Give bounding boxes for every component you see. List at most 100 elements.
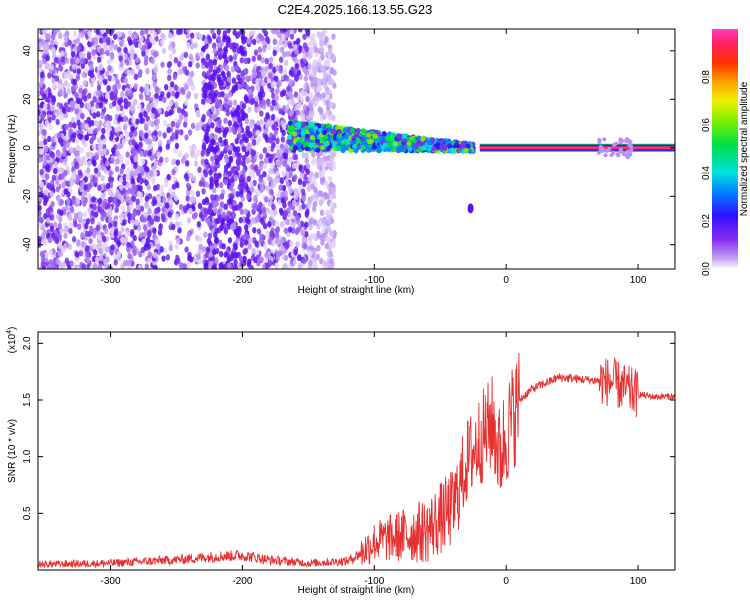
noise-cell xyxy=(219,201,225,208)
noise-cell xyxy=(84,134,90,141)
noise-cell xyxy=(93,249,98,256)
noise-cell xyxy=(308,249,313,257)
noise-cell xyxy=(226,262,232,269)
noise-cell xyxy=(167,211,173,218)
noise-cell xyxy=(75,137,80,145)
noise-cell xyxy=(136,176,141,183)
noise-cell xyxy=(325,60,331,68)
noise-cell xyxy=(98,75,103,83)
noise-cell xyxy=(113,230,118,238)
noise-cell xyxy=(273,129,278,136)
noise-cell xyxy=(162,132,167,139)
noise-cell xyxy=(125,151,130,158)
noise-cell xyxy=(182,121,188,128)
noise-cell xyxy=(285,75,290,82)
noise-cell xyxy=(155,215,161,223)
noise-cell xyxy=(151,135,157,142)
noise-cell xyxy=(211,74,216,82)
noise-cell xyxy=(261,46,267,53)
noise-cell xyxy=(220,217,226,225)
noise-cell xyxy=(155,238,160,245)
signal-cell xyxy=(292,131,298,137)
noise-cell xyxy=(217,49,222,57)
noise-cell xyxy=(205,135,210,143)
noise-cell xyxy=(97,197,103,205)
noise-cell xyxy=(76,239,81,246)
noise-cell xyxy=(185,29,191,34)
noise-cell xyxy=(247,142,252,149)
noise-cell xyxy=(180,87,185,94)
noise-cell xyxy=(52,234,57,242)
noise-cell xyxy=(269,104,275,112)
noise-cell xyxy=(184,173,189,180)
noise-cell xyxy=(283,190,288,197)
noise-cell xyxy=(217,118,222,126)
noise-cell xyxy=(243,232,249,239)
noise-cell xyxy=(301,203,306,210)
noise-cell xyxy=(119,90,125,98)
noise-cell xyxy=(107,64,112,72)
noise-cell xyxy=(269,230,274,237)
signal-cell xyxy=(288,125,294,132)
noise-cell xyxy=(287,90,292,98)
noise-cell xyxy=(153,51,158,58)
noise-cell xyxy=(76,119,81,126)
noise-cell xyxy=(152,73,157,81)
noise-cell xyxy=(188,53,193,61)
signal-cell xyxy=(382,142,388,148)
noise-cell xyxy=(67,243,73,251)
noise-cell xyxy=(106,202,111,209)
noise-cell xyxy=(92,229,97,236)
noise-cell xyxy=(274,220,280,227)
noise-cell xyxy=(106,58,112,65)
noise-cell xyxy=(198,33,203,40)
noise-cell xyxy=(44,47,49,55)
noise-cell xyxy=(42,129,47,136)
noise-cell xyxy=(52,82,57,90)
noise-cell xyxy=(270,87,275,94)
noise-cell xyxy=(226,256,232,263)
noise-cell xyxy=(217,239,223,246)
noise-cell xyxy=(93,176,99,184)
noise-cell xyxy=(211,187,217,194)
noise-cell xyxy=(113,259,118,266)
noise-cell xyxy=(96,84,102,92)
noise-cell xyxy=(92,112,97,119)
noise-cell xyxy=(91,106,97,113)
noise-cell xyxy=(219,181,224,189)
noise-cell xyxy=(143,244,148,252)
noise-cell xyxy=(77,169,83,176)
signal-cell xyxy=(371,144,377,150)
noise-cell xyxy=(210,145,215,152)
noise-cell xyxy=(97,234,102,242)
noise-cell xyxy=(61,182,66,189)
noise-cell xyxy=(237,116,242,123)
noise-cell xyxy=(232,29,237,36)
noise-cell xyxy=(320,30,325,38)
noise-cell xyxy=(210,155,215,162)
noise-cell xyxy=(66,88,71,95)
noise-cell xyxy=(38,210,42,217)
noise-cell xyxy=(275,64,280,72)
noise-cell xyxy=(137,42,143,49)
noise-cell xyxy=(144,195,150,202)
noise-cell xyxy=(119,60,124,68)
noise-cell xyxy=(87,160,92,167)
noise-cell xyxy=(224,157,230,164)
noise-cell xyxy=(329,230,335,238)
noise-cell xyxy=(133,130,138,137)
noise-cell xyxy=(86,51,92,59)
signal-cell xyxy=(341,144,347,150)
noise-cell xyxy=(223,172,228,179)
noise-cell xyxy=(209,139,214,146)
noise-cell xyxy=(104,93,110,100)
noise-cell xyxy=(226,198,232,206)
noise-cell xyxy=(243,247,249,254)
noise-cell xyxy=(144,132,149,139)
noise-cell xyxy=(185,41,191,49)
noise-cell xyxy=(104,246,110,253)
noise-cell xyxy=(81,71,86,79)
noise-cell xyxy=(44,120,50,127)
noise-cell xyxy=(177,118,182,126)
noise-cell xyxy=(281,129,286,136)
